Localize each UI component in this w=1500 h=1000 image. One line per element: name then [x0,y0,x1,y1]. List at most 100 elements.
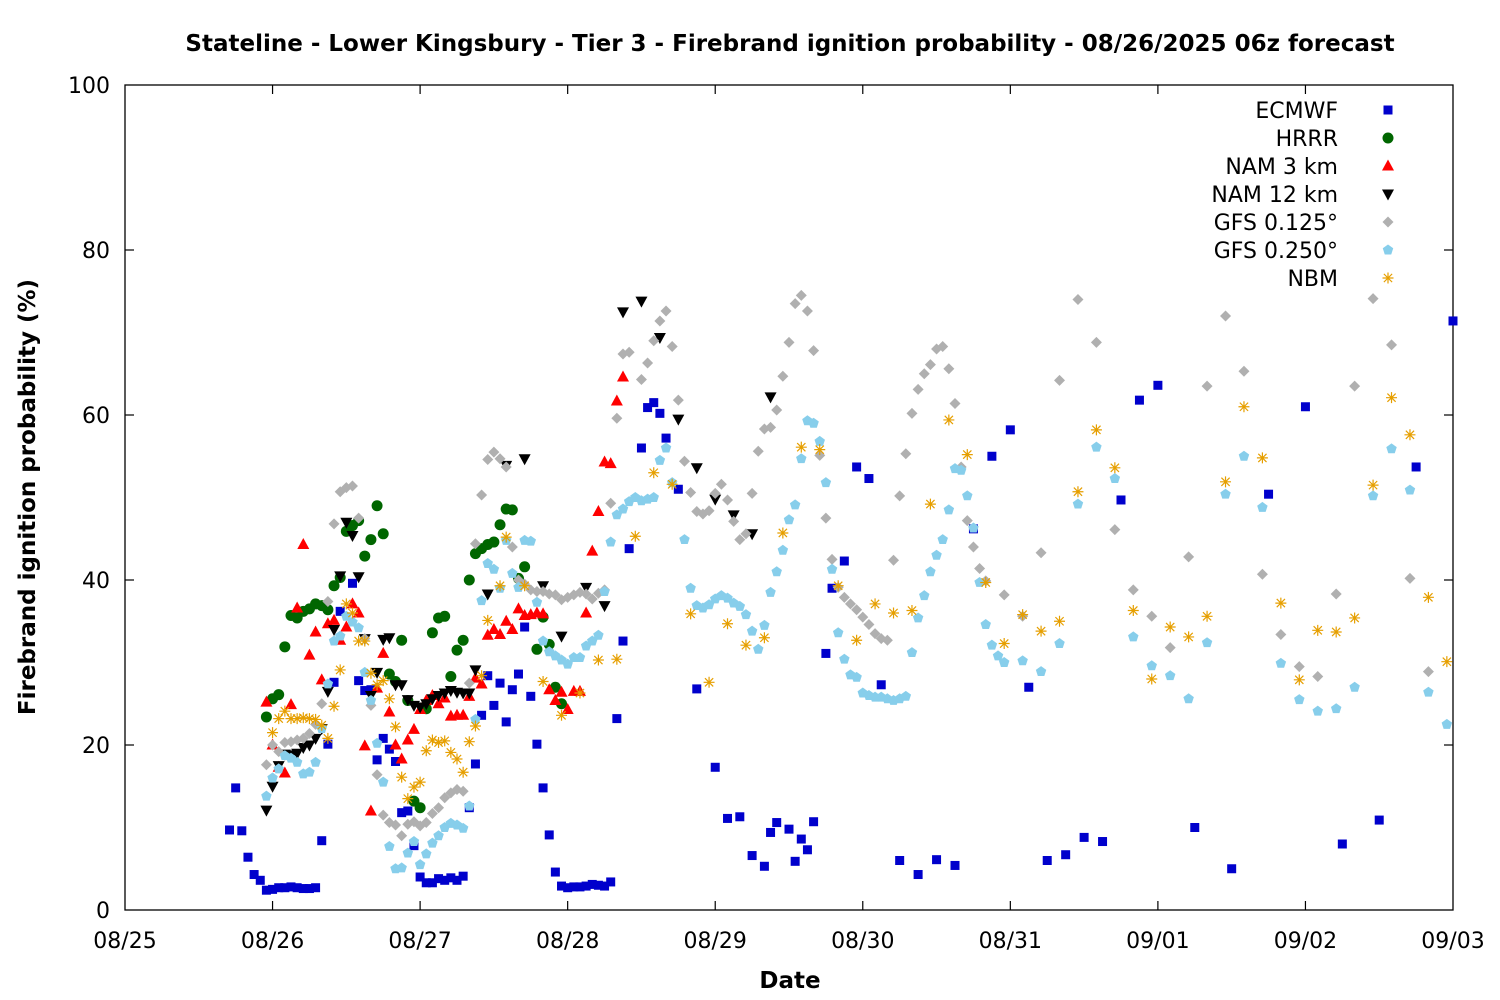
data-point [267,727,279,739]
data-point [723,813,733,823]
data-point [1441,656,1453,668]
data-point [715,478,727,490]
data-point [311,883,321,893]
data-point [359,635,371,647]
data-point [611,412,623,424]
data-point [377,809,389,821]
data-point [303,740,316,752]
data-point [863,619,875,631]
data-point [1091,441,1102,452]
x-tick-label: 08/27 [388,929,451,954]
data-point [470,759,480,769]
data-point [771,566,782,577]
legend-marker [1382,132,1394,144]
data-point [1054,638,1065,648]
data-point [426,734,438,746]
data-point [1275,597,1287,609]
data-point [838,591,850,603]
data-point [574,687,586,699]
data-point [513,669,523,679]
data-point [328,518,340,530]
data-point [606,877,616,887]
data-point [1054,374,1066,386]
data-point [912,383,924,395]
data-point [832,580,844,592]
data-point [864,474,874,484]
data-point [279,641,291,653]
data-point [1127,605,1139,617]
data-point [569,882,579,892]
data-point [482,558,493,568]
data-point [1275,628,1287,640]
x-tick-label: 08/28 [536,929,599,954]
data-point [752,445,764,457]
data-point [1190,823,1200,832]
data-point [575,882,585,892]
data-point [365,694,377,705]
data-point [557,881,567,891]
data-point [998,638,1010,650]
data-point [950,860,960,870]
legend-label: HRRR [1276,127,1338,152]
data-point [476,670,488,682]
data-point [555,685,568,697]
data-point [735,812,745,822]
data-point [390,721,402,733]
data-point [469,671,482,683]
data-point [955,464,967,475]
data-point [586,544,599,556]
data-point [457,766,469,778]
data-point [802,845,812,855]
data-point [604,457,617,469]
data-point [371,769,383,781]
legend-marker [1382,159,1394,171]
data-point [395,680,408,692]
data-point [1201,637,1213,648]
data-point [391,757,401,766]
data-point [537,607,550,619]
data-point [291,601,304,613]
data-point [512,602,525,614]
data-point [1183,693,1194,704]
data-point [279,705,291,717]
data-point [1109,524,1121,536]
data-point [986,639,998,650]
data-point [563,883,573,893]
data-point [401,695,414,707]
data-point [654,315,666,327]
data-point [764,392,777,404]
data-point [777,370,789,382]
data-point [457,634,469,646]
data-point [1422,591,1434,603]
data-point [550,867,560,877]
data-point [722,618,734,630]
data-point [383,705,396,717]
data-point [1349,612,1361,624]
data-point [267,739,279,751]
data-point [727,510,740,522]
data-point [826,563,838,574]
data-point [844,598,856,610]
data-point [740,528,752,540]
data-point [900,448,912,460]
data-point [747,851,757,861]
data-point [895,856,905,865]
data-point [292,883,302,893]
data-point [593,629,604,640]
data-point [328,700,340,712]
data-point [1072,498,1084,509]
data-point [600,881,610,891]
data-point [1164,621,1176,633]
data-point [1404,429,1416,441]
data-point [519,561,531,573]
legend-marker [1382,189,1394,201]
data-point [1072,294,1084,305]
data-point [808,417,819,428]
data-point [648,335,660,347]
data-point [463,688,476,700]
data-point [943,414,955,426]
data-point [691,506,703,518]
data-point [611,653,623,665]
data-point [371,737,383,748]
data-point [310,756,321,767]
